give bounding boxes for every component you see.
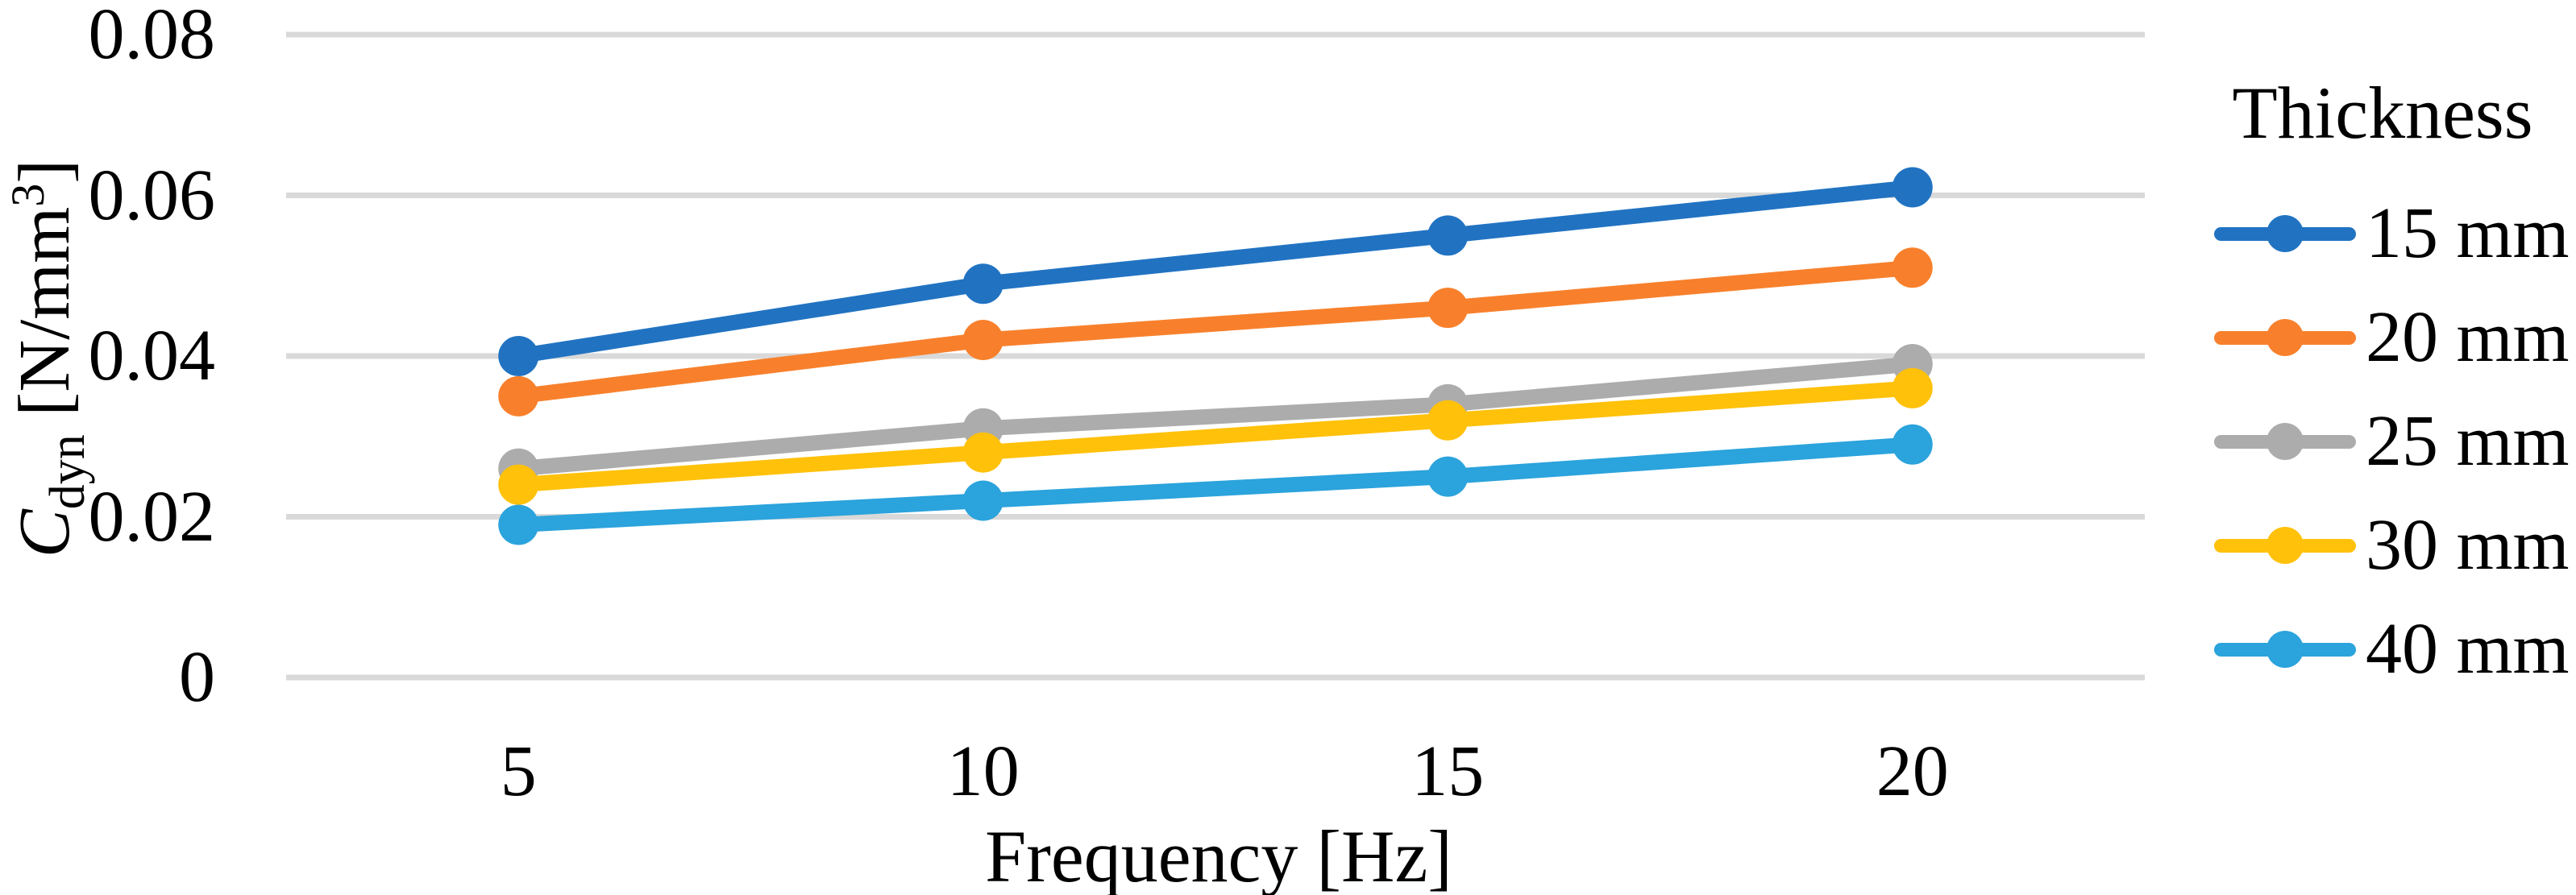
marker-20-mm-x5 <box>498 375 539 416</box>
legend-marker-20-mm <box>2266 319 2304 356</box>
y-axis-unit-prefix: [N/mm <box>5 206 85 435</box>
y-tick-label-0.06: 0.06 <box>88 155 216 235</box>
marker-30-mm-x20 <box>1892 367 1933 408</box>
marker-15-mm-x15 <box>1427 215 1469 256</box>
legend-marker-30-mm <box>2266 527 2304 564</box>
legend-marker-40-mm <box>2266 631 2304 668</box>
marker-20-mm-x10 <box>962 320 1003 361</box>
marker-30-mm-x15 <box>1427 400 1469 441</box>
y-tick-label-0: 0 <box>179 637 215 717</box>
marker-15-mm-x20 <box>1892 167 1933 208</box>
legend-label-25-mm: 25 mm <box>2366 401 2570 481</box>
marker-40-mm-x15 <box>1427 456 1469 497</box>
y-axis-symbol: C <box>5 509 85 558</box>
legend-label-40-mm: 40 mm <box>2366 609 2570 689</box>
x-axis-title: Frequency [Hz] <box>985 815 1452 895</box>
legend-label-15-mm: 15 mm <box>2366 193 2570 273</box>
series-line-25-mm <box>510 356 1921 477</box>
series-line-20-mm <box>510 259 1921 404</box>
marker-40-mm-x10 <box>962 480 1003 521</box>
legend-marker-25-mm <box>2266 423 2304 460</box>
marker-30-mm-x5 <box>498 464 539 505</box>
y-tick-label-0.08: 0.08 <box>88 0 216 74</box>
x-tick-label-5: 5 <box>500 731 537 811</box>
x-tick-label-15: 15 <box>1411 731 1485 811</box>
y-axis-symbol-subscript: dyn <box>40 434 95 510</box>
marker-20-mm-x20 <box>1892 247 1933 288</box>
y-tick-label-0.02: 0.02 <box>88 476 216 557</box>
y-axis-unit-suffix: ] <box>5 159 85 184</box>
marker-20-mm-x15 <box>1427 288 1469 329</box>
legend-label-20-mm: 20 mm <box>2366 297 2570 377</box>
y-axis-title: Cdyn [N/mm3] <box>2 160 95 558</box>
marker-40-mm-x20 <box>1892 424 1933 465</box>
y-tick-label-0.04: 0.04 <box>88 316 216 396</box>
series-line-30-mm <box>510 380 1921 493</box>
marker-40-mm-x5 <box>498 504 539 545</box>
marker-30-mm-x10 <box>962 432 1003 473</box>
y-axis-unit-exponent: 3 <box>2 183 54 207</box>
series-line-40-mm <box>510 437 1921 532</box>
x-tick-label-10: 10 <box>946 731 1020 811</box>
legend-marker-15-mm <box>2266 215 2304 252</box>
series-line-15-mm <box>510 180 1921 364</box>
x-tick-label-20: 20 <box>1876 731 1949 811</box>
marker-15-mm-x10 <box>962 263 1003 305</box>
legend-title: Thickness <box>2232 72 2533 154</box>
marker-15-mm-x5 <box>498 336 539 376</box>
legend-label-30-mm: 30 mm <box>2366 505 2570 585</box>
